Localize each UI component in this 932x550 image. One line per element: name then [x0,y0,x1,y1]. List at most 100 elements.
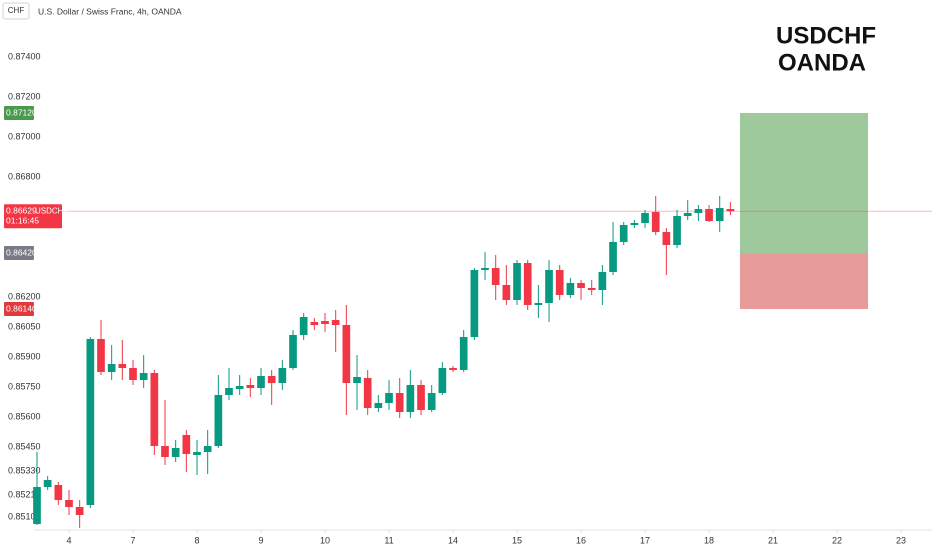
y-tick-label: 0.87000 [8,131,41,141]
y-tick-label: 0.86200 [8,291,41,301]
stop-loss-label-box [4,302,34,316]
candle-body [182,435,191,454]
candle-body [161,446,169,457]
candle-body [555,270,564,295]
x-tick-label: 18 [704,535,714,545]
candle-body [150,373,159,446]
candle-body [566,283,575,295]
x-tick-label: 21 [768,535,778,545]
last-price-symbol: USDCHF [35,206,68,215]
candle-body [438,368,447,393]
y-tick-label: 0.87400 [8,51,41,61]
annotation: OANDA [778,49,866,76]
candle-body [353,377,361,383]
x-tick-label: 14 [448,535,458,545]
candle-body [289,335,297,368]
stop-loss-label: 0.86140 [6,303,37,313]
y-tick-label: 0.86050 [8,321,41,331]
candle-body [449,368,457,370]
candle-body [513,263,521,300]
candle-body [662,232,671,245]
candle-body [683,213,692,216]
x-tick-label: 10 [320,535,330,545]
candle-body [587,288,596,290]
candle-body [43,480,52,487]
x-tick-label: 23 [896,535,906,545]
candle-body [630,223,639,225]
currency-button-label[interactable]: CHF [8,6,25,15]
y-tick-label: 0.85100 [8,511,41,521]
candle-body [331,320,340,325]
take-profit-label-box [4,106,34,120]
y-tick-label: 0.85600 [8,411,41,421]
candle-body [694,209,703,213]
candle-body [406,385,415,412]
y-tick-label: 0.85900 [8,351,41,361]
candle-body [598,272,607,290]
candle-body [310,322,319,325]
candle-body [427,393,436,410]
candle-body [129,368,137,380]
x-tick-label: 16 [576,535,586,545]
candle-body [54,485,63,500]
candle-body [75,507,84,515]
x-tick-label: 15 [512,535,522,545]
bar-countdown: 01:16:45 [6,215,39,225]
candle-body [214,395,223,446]
candle-body [545,270,553,303]
candle-body [705,209,713,221]
x-tick-label: 8 [194,535,199,545]
candle-body [417,385,425,410]
candle-body [481,268,489,270]
candle-body [609,242,617,272]
y-tick-label: 0.85450 [8,441,41,451]
candle-body [107,364,116,372]
candle-body [619,225,628,242]
entry-label: 0.86420 [6,247,37,257]
candle-body [342,325,351,383]
candle-body [65,500,73,507]
candle-body [673,216,681,245]
candle-body [651,212,660,232]
candle-body [641,213,649,223]
candle-body [470,270,479,337]
candle-body [278,368,287,383]
candle-body [193,452,201,455]
candle-body [385,393,393,403]
currency-button[interactable] [2,2,30,20]
candle-body [321,321,329,324]
entry-label-box [4,246,34,260]
take-profit-label: 0.87120 [6,107,37,117]
candle-body [235,386,244,389]
candle-body [33,487,41,524]
candle-body [225,388,233,395]
candle-body [363,378,372,408]
profit-zone [740,113,868,253]
y-tick-label: 0.87200 [8,91,41,101]
y-tick-label: 0.85330 [8,465,41,475]
last-price-box [4,204,62,229]
candle-body [299,317,308,335]
candle-body [395,393,404,412]
candle-body [203,446,212,452]
loss-zone [740,253,868,309]
candle-body [257,376,265,388]
candle-body [715,208,724,221]
candle-body [246,385,255,388]
candle-body [523,263,532,305]
candle-body [118,364,127,368]
candle-body [374,403,383,408]
candle-body [97,339,105,372]
last-price: 0.86629 [6,205,37,215]
x-tick-label: 7 [130,535,135,545]
candle-body [502,285,511,300]
candle-body [491,268,500,285]
x-tick-label: 17 [640,535,650,545]
candle-body [726,209,735,212]
x-tick-label: 4 [66,535,71,545]
symbol-legend: U.S. Dollar / Swiss Franc, 4h, OANDA [38,6,182,16]
candle-body [171,448,180,457]
y-tick-label: 0.85210 [8,489,41,499]
